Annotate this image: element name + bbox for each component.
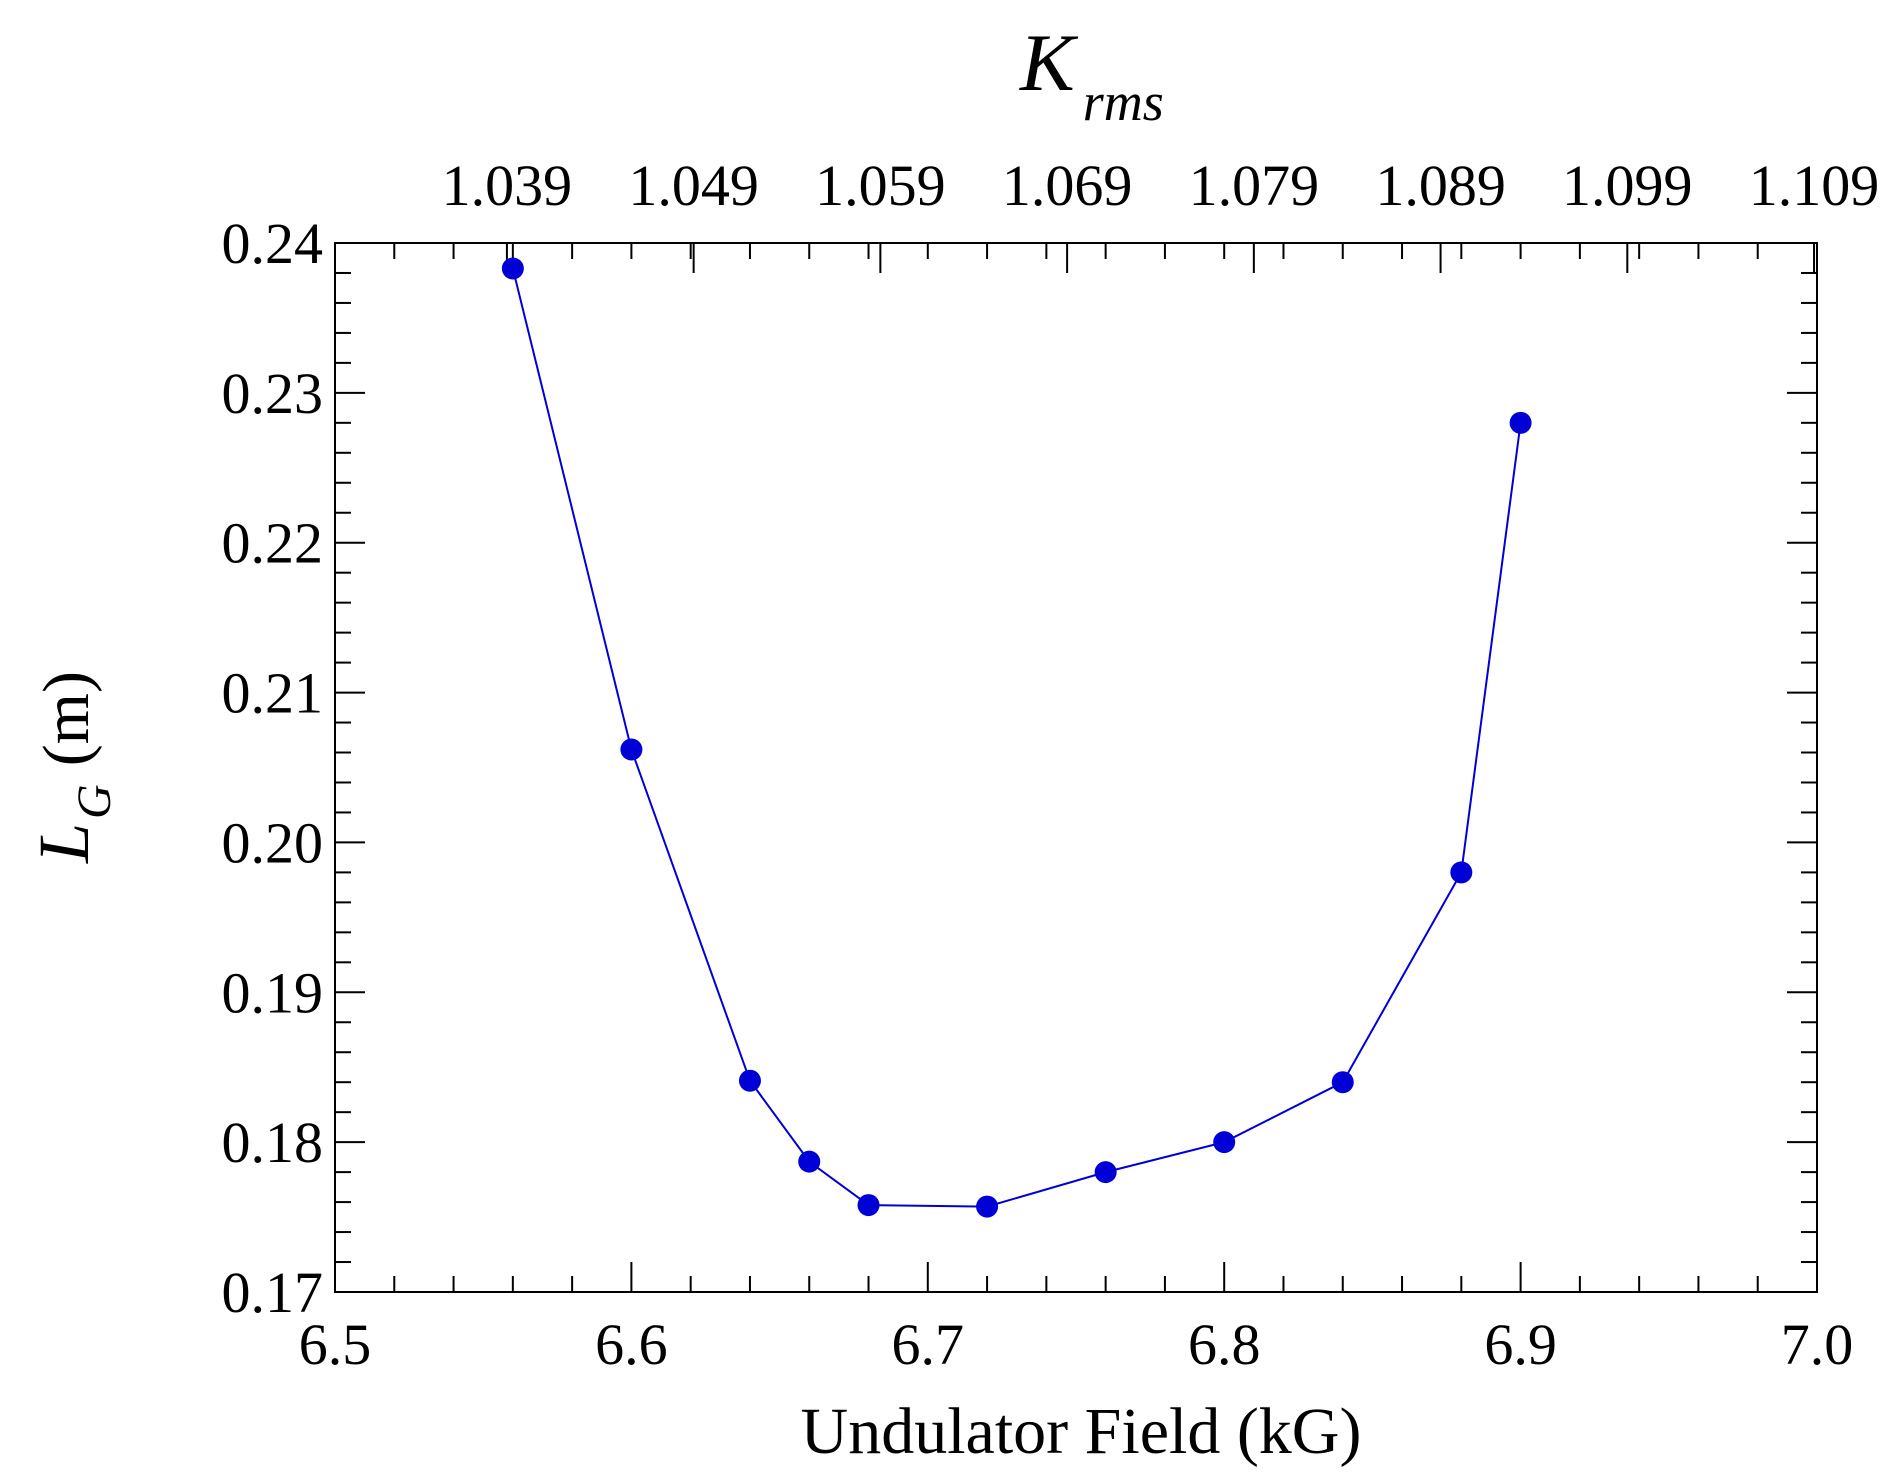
data-point <box>738 1069 761 1092</box>
y-axis-unit: (m) <box>30 671 103 766</box>
series-layer <box>501 257 1532 1218</box>
x-axis-title: Undulator Field (kG) <box>801 1395 1362 1468</box>
top-tick-label: 1.069 <box>1002 153 1133 218</box>
y-axis-subscript: G <box>68 784 121 819</box>
data-point <box>1331 1071 1354 1094</box>
top-tick-labels: 1.039 1.049 1.059 1.069 1.079 1.089 1.099 1.109 <box>442 153 1880 218</box>
x-tick-label: 6.8 <box>1188 1312 1261 1377</box>
top-tick-label: 1.089 <box>1375 153 1506 218</box>
data-point <box>501 257 524 280</box>
y-tick-label: 0.22 <box>222 511 324 576</box>
y-axis-title: L G (m) <box>24 671 121 864</box>
y-tick-label: 0.23 <box>222 361 324 426</box>
data-point <box>1450 861 1473 884</box>
x-tick-label: 6.5 <box>299 1312 372 1377</box>
major-ticks <box>334 242 1818 1293</box>
data-point <box>1509 411 1532 434</box>
y-tick-label: 0.24 <box>222 211 324 276</box>
y-tick-label: 0.18 <box>222 1110 324 1175</box>
top-tick-label: 1.099 <box>1562 153 1693 218</box>
y-tick-label: 0.17 <box>222 1260 324 1325</box>
x-tick-label: 6.6 <box>595 1312 668 1377</box>
data-point <box>1094 1161 1117 1184</box>
y-axis-title-group: L G (m) <box>24 671 121 864</box>
data-point <box>857 1194 880 1217</box>
x-tick-labels: 6.5 6.6 6.7 6.8 6.9 7.0 <box>299 1312 1854 1377</box>
top-tick-label: 1.079 <box>1189 153 1320 218</box>
top-tick-label: 1.059 <box>815 153 946 218</box>
y-tick-label: 0.21 <box>222 661 324 726</box>
x-tick-label: 7.0 <box>1781 1312 1854 1377</box>
y-tick-label: 0.20 <box>222 810 324 875</box>
top-axis-title: K rms <box>1019 17 1164 132</box>
x-tick-label: 6.7 <box>892 1312 965 1377</box>
top-axis-subscript: rms <box>1083 72 1164 132</box>
plot-frame <box>334 242 1818 1293</box>
data-point <box>1213 1131 1236 1154</box>
data-point <box>620 738 643 761</box>
y-tick-label: 0.19 <box>222 960 324 1025</box>
top-tick-label: 1.049 <box>628 153 759 218</box>
minor-ticks <box>334 243 1818 1292</box>
y-axis-symbol: L <box>24 823 104 864</box>
data-point <box>976 1195 999 1218</box>
y-tick-labels: 0.17 0.18 0.19 0.20 0.21 0.22 0.23 0.24 <box>222 211 324 1325</box>
data-point <box>798 1150 821 1173</box>
top-tick-label: 1.109 <box>1749 153 1880 218</box>
top-tick-label: 1.039 <box>442 153 573 218</box>
x-tick-label: 6.9 <box>1484 1312 1557 1377</box>
series-line <box>511 268 1522 1208</box>
top-axis-symbol: K <box>1019 17 1079 108</box>
